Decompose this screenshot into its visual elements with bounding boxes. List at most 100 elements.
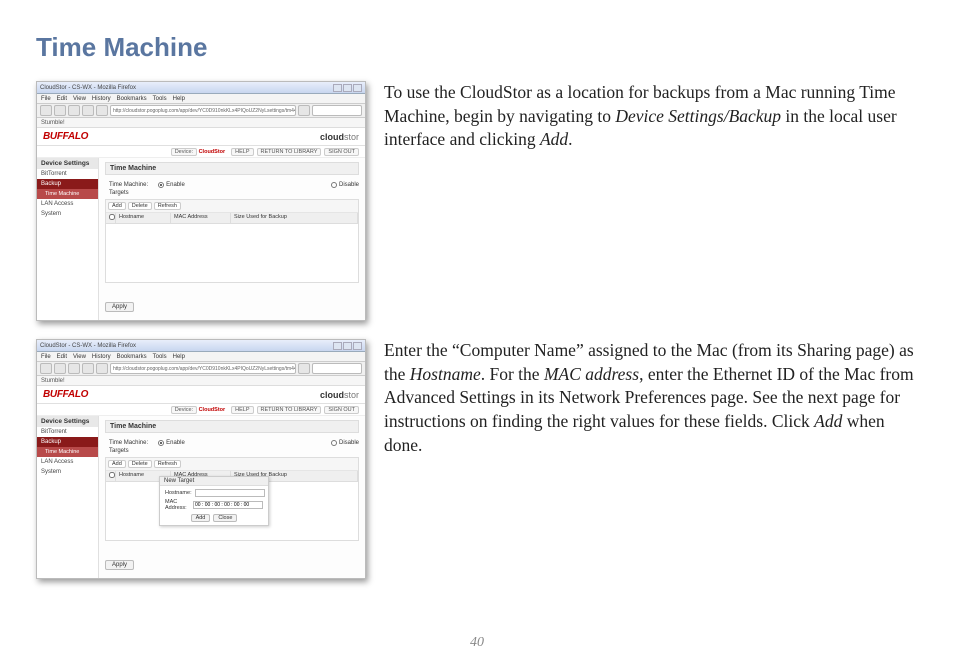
window-titlebar: CloudStor - CS-WX - Mozilla Firefox [37, 340, 365, 352]
hostname-row: Hostname: [165, 489, 263, 497]
sidebar-item-timemachine[interactable]: Time Machine [37, 189, 98, 199]
stop-button[interactable] [82, 363, 94, 374]
new-target-dialog: New Target Hostname: MAC Address: Add Cl… [159, 476, 269, 526]
col-mac: MAC Address [171, 213, 231, 223]
tm-label: Time Machine: [109, 182, 148, 188]
home-button[interactable] [96, 363, 108, 374]
buffalo-logo: BUFFALO [43, 389, 88, 400]
apply-button[interactable]: Apply [105, 302, 134, 312]
page-number: 40 [0, 635, 954, 651]
browser-menubar: File Edit View History Bookmarks Tools H… [37, 94, 365, 104]
return-library-button[interactable]: RETURN TO LIBRARY [257, 148, 322, 156]
bookmark-item[interactable]: Stumble! [41, 378, 65, 384]
browser-toolbar: http://cloudstor.pogoplug.com/app/dev/YC… [37, 104, 365, 118]
dialog-add-button[interactable]: Add [191, 514, 211, 522]
radio-disable[interactable]: Disable [331, 440, 359, 446]
search-box[interactable] [312, 363, 362, 374]
menu-history[interactable]: History [92, 96, 111, 102]
bookmark-item[interactable]: Stumble! [41, 120, 65, 126]
menu-tools[interactable]: Tools [153, 96, 167, 102]
return-library-button[interactable]: RETURN TO LIBRARY [257, 406, 322, 414]
add-button[interactable]: Add [108, 460, 126, 468]
select-all-checkbox[interactable] [109, 214, 115, 220]
buffalo-logo: BUFFALO [43, 131, 88, 142]
page-title: Time Machine [36, 32, 918, 63]
window-title: CloudStor - CS-WX - Mozilla Firefox [40, 343, 136, 349]
targets-label: Targets [109, 448, 359, 454]
menu-help[interactable]: Help [173, 354, 185, 360]
delete-button[interactable]: Delete [128, 460, 152, 468]
mac-label: MAC Address: [165, 499, 190, 511]
paragraph-1: To use the CloudStor as a location for b… [384, 81, 918, 152]
tm-enable-row: Time Machine: Enable Disable [109, 440, 359, 446]
menu-tools[interactable]: Tools [153, 354, 167, 360]
sub-nav: Device: CloudStor HELP RETURN TO LIBRARY… [37, 404, 365, 416]
add-button[interactable]: Add [108, 202, 126, 210]
menu-view[interactable]: View [73, 354, 86, 360]
hostname-label: Hostname: [165, 490, 192, 496]
stop-button[interactable] [82, 105, 94, 116]
section-1: CloudStor - CS-WX - Mozilla Firefox File… [36, 81, 918, 321]
sidebar-item-system[interactable]: System [37, 209, 98, 219]
signout-button[interactable]: SIGN OUT [324, 148, 359, 156]
reload-button[interactable] [68, 105, 80, 116]
menu-edit[interactable]: Edit [57, 354, 67, 360]
sidebar-item-timemachine[interactable]: Time Machine [37, 447, 98, 457]
forward-button[interactable] [54, 105, 66, 116]
select-all-checkbox[interactable] [109, 472, 115, 478]
sidebar-section-backup[interactable]: Backup [37, 437, 98, 447]
bookmarks-bar: Stumble! [37, 118, 365, 128]
mac-row: MAC Address: [165, 499, 263, 511]
help-button[interactable]: HELP [231, 148, 253, 156]
back-button[interactable] [40, 105, 52, 116]
sidebar-item-bittorrent[interactable]: BitTorrent [37, 169, 98, 179]
address-bar[interactable]: http://cloudstor.pogoplug.com/app/dev/YC… [110, 105, 296, 116]
sidebar: Device Settings BitTorrent Backup Time M… [37, 416, 99, 578]
menu-edit[interactable]: Edit [57, 96, 67, 102]
sidebar-item-bittorrent[interactable]: BitTorrent [37, 427, 98, 437]
sidebar-item-lanaccess[interactable]: LAN Access [37, 199, 98, 209]
targets-table: Add Delete Refresh Hostname MAC Address … [105, 199, 359, 283]
cloudstor-logo: cloudstor [320, 132, 359, 142]
refresh-button[interactable]: Refresh [154, 460, 181, 468]
menu-help[interactable]: Help [173, 96, 185, 102]
radio-disable[interactable]: Disable [331, 182, 359, 188]
search-box[interactable] [312, 105, 362, 116]
dialog-title: New Target [160, 477, 268, 486]
go-button[interactable] [298, 105, 310, 116]
menu-view[interactable]: View [73, 96, 86, 102]
menu-bookmarks[interactable]: Bookmarks [117, 96, 147, 102]
cloudstor-logo: cloudstor [320, 390, 359, 400]
dialog-close-button[interactable]: Close [213, 514, 237, 522]
radio-enable[interactable]: Enable [158, 182, 185, 188]
content-area: Device Settings BitTorrent Backup Time M… [37, 158, 365, 320]
address-bar[interactable]: http://cloudstor.pogoplug.com/app/dev/YC… [110, 363, 296, 374]
sidebar: Device Settings BitTorrent Backup Time M… [37, 158, 99, 320]
back-button[interactable] [40, 363, 52, 374]
delete-button[interactable]: Delete [128, 202, 152, 210]
home-button[interactable] [96, 105, 108, 116]
panel-title: Time Machine [105, 162, 359, 175]
menu-bookmarks[interactable]: Bookmarks [117, 354, 147, 360]
radio-enable[interactable]: Enable [158, 440, 185, 446]
help-button[interactable]: HELP [231, 406, 253, 414]
tm-enable-row: Time Machine: Enable Disable [109, 182, 359, 188]
go-button[interactable] [298, 363, 310, 374]
menu-file[interactable]: File [41, 96, 51, 102]
apply-button[interactable]: Apply [105, 560, 134, 570]
hostname-input[interactable] [195, 489, 265, 497]
reload-button[interactable] [68, 363, 80, 374]
refresh-button[interactable]: Refresh [154, 202, 181, 210]
section-2: CloudStor - CS-WX - Mozilla Firefox File… [36, 339, 918, 579]
mac-input[interactable] [193, 501, 263, 509]
sidebar-item-lanaccess[interactable]: LAN Access [37, 457, 98, 467]
window-titlebar: CloudStor - CS-WX - Mozilla Firefox [37, 82, 365, 94]
sidebar-section-backup[interactable]: Backup [37, 179, 98, 189]
brand-bar: BUFFALO cloudstor [37, 128, 365, 146]
forward-button[interactable] [54, 363, 66, 374]
menu-history[interactable]: History [92, 354, 111, 360]
signout-button[interactable]: SIGN OUT [324, 406, 359, 414]
sidebar-header: Device Settings [37, 158, 98, 169]
sidebar-item-system[interactable]: System [37, 467, 98, 477]
menu-file[interactable]: File [41, 354, 51, 360]
